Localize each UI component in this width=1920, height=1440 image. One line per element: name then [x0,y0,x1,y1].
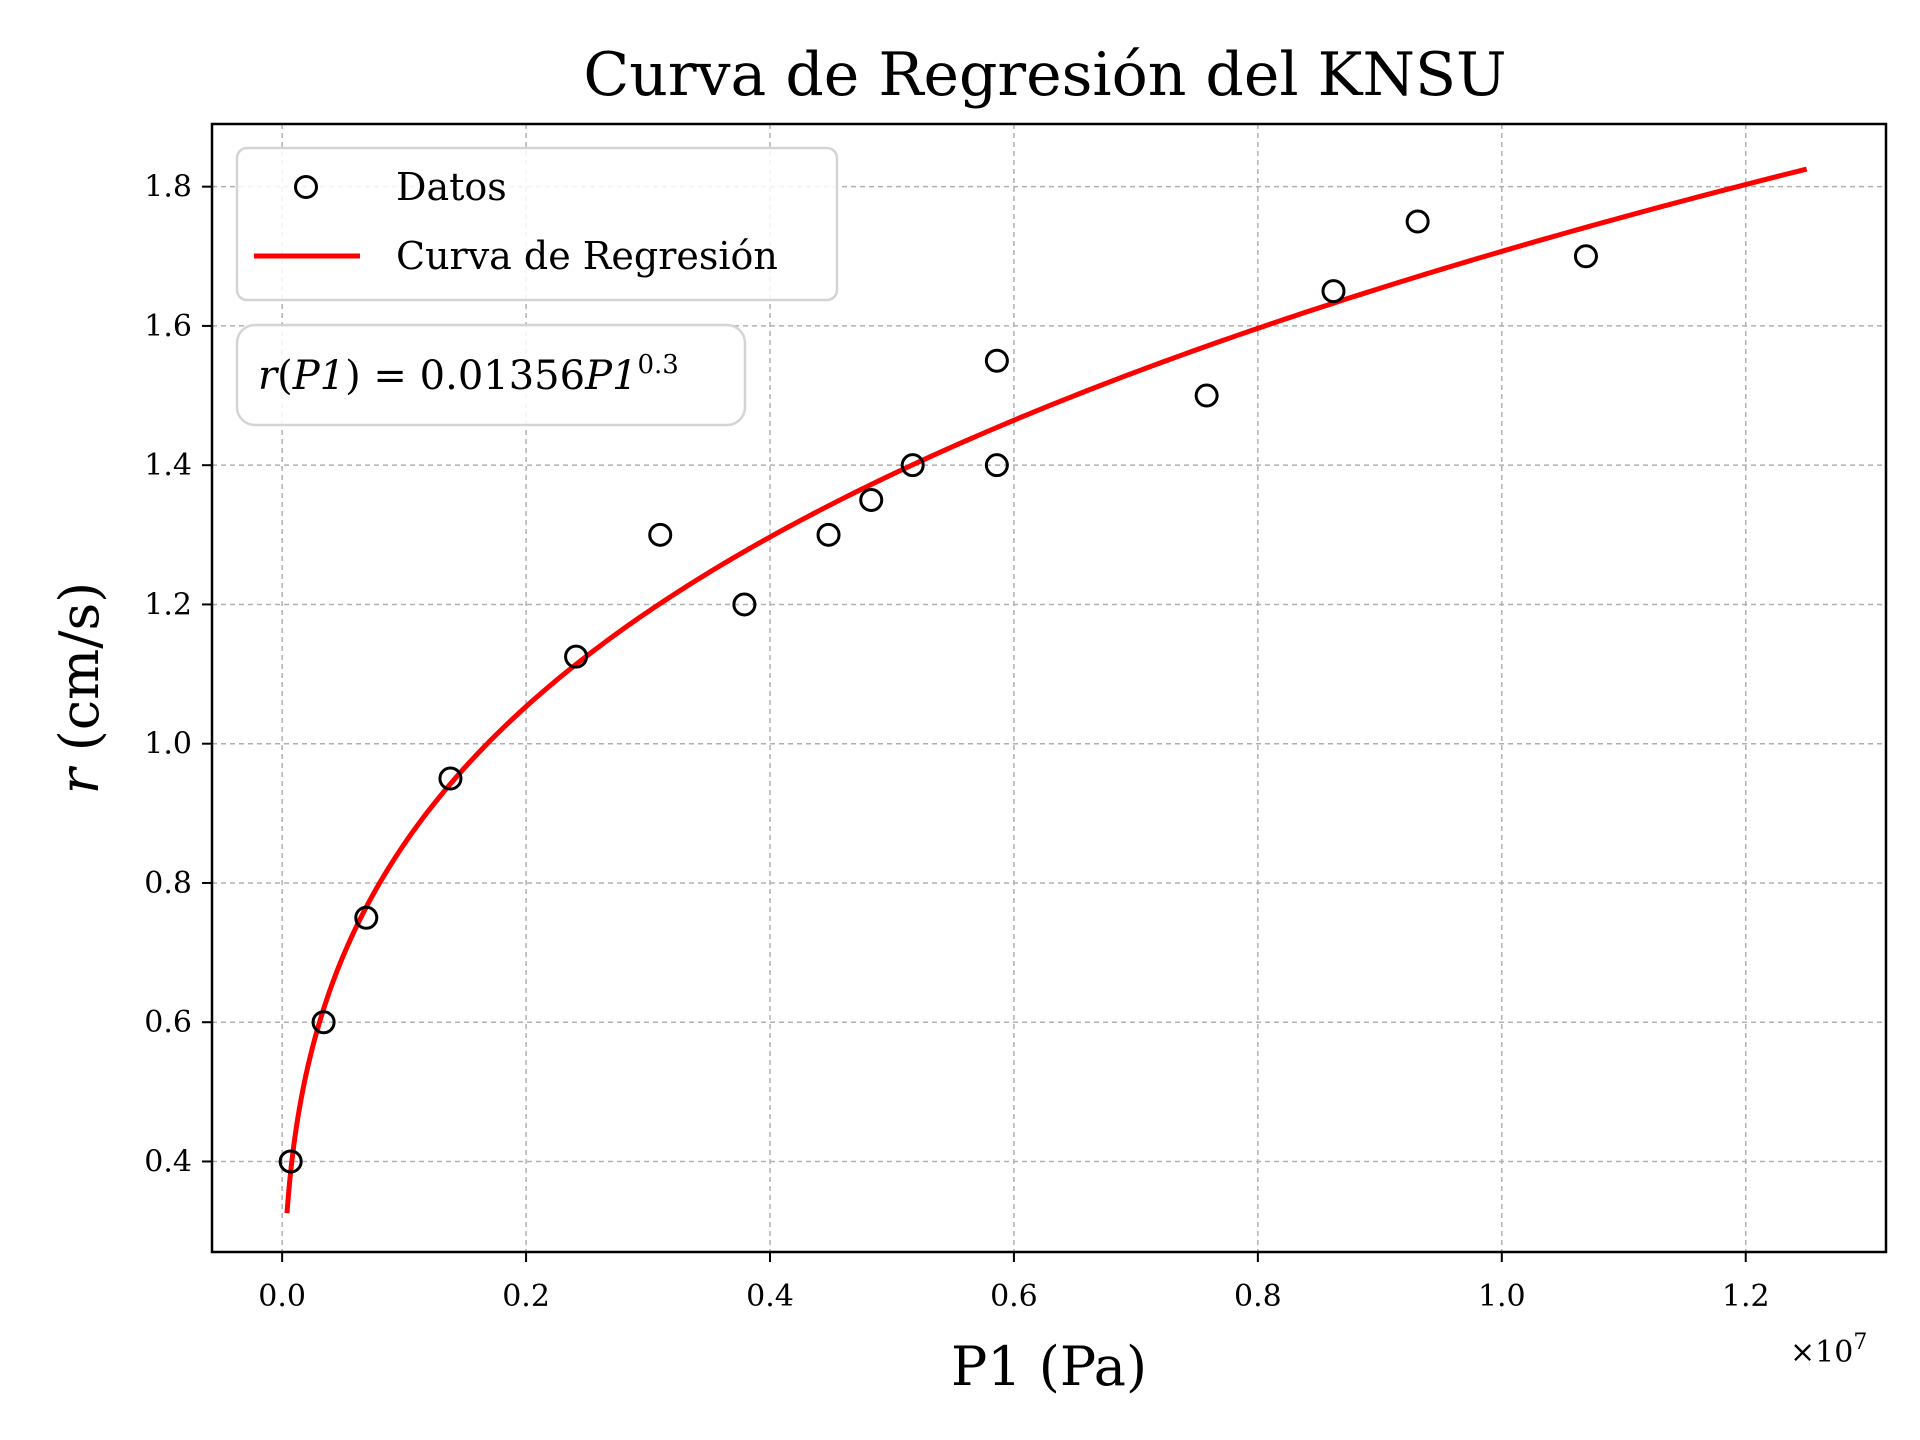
data-point [984,453,1009,478]
data-point [984,348,1009,373]
x-multiplier-exp: 7 [1853,1330,1867,1355]
data-point [438,766,463,791]
formula-exp: 0.3 [637,350,678,380]
formula-lhs: r [258,353,280,399]
data-point [816,522,841,547]
y-tick-label: 0.4 [144,1144,192,1179]
legend: Datos Curva de Regresión [235,146,839,302]
formula-var-2: P1 [584,353,637,399]
y-axis-symbol: r [48,765,111,794]
data-point [648,522,673,547]
data-point [564,644,589,669]
data-point [278,1149,303,1174]
y-tick-label: 1.4 [144,448,192,483]
formula-box [235,323,747,427]
y-tick-label: 1.2 [144,587,192,622]
data-point [1573,244,1598,269]
regression-curve [284,166,1808,1214]
formula-eq: = 0.01356 [361,353,585,399]
data-point [1405,209,1430,234]
y-axis-label-group: r (cm/s) [48,582,111,795]
data-point [354,905,379,930]
formula-var-1: P1 [292,353,345,399]
data-points [278,209,1598,1174]
x-tick-label: 0.4 [746,1279,794,1314]
y-tick-label: 1.6 [144,309,192,344]
y-tick-label: 1.8 [144,170,192,205]
x-tick-label: 0.8 [1234,1279,1282,1314]
x-tick-label: 0.0 [258,1279,306,1314]
formula-annotation: r(P1) = 0.01356P10.3 [235,323,747,427]
x-tick-label: 1.0 [1478,1279,1526,1314]
y-axis-unit: (cm/s) [48,582,111,752]
x-tick-label: 0.6 [990,1279,1038,1314]
axis-ticks: 0.0 0.2 0.4 0.6 0.8 1.0 1.2 0.4 0.6 0.8 1.0 1.2 1.4 1… [144,170,1769,1314]
data-point [900,453,925,478]
legend-label-datos: Datos [396,165,507,209]
data-point [1321,279,1346,304]
y-axis-label: r (cm/s) [48,582,111,795]
data-point [732,592,757,617]
regression-layer [284,166,1808,1214]
x-tick-label: 1.2 [1722,1279,1770,1314]
x-axis-multiplier: ×107 [1790,1330,1867,1370]
legend-label-regresion: Curva de Regresión [396,234,778,278]
chart-title: Curva de Regresión del KNSU [583,40,1506,110]
legend-box [235,146,839,302]
formula-text: r(P1) = 0.01356P10.3 [258,350,679,399]
legend-marker-datos [294,175,318,199]
y-tick-label: 0.8 [144,866,192,901]
data-point [311,1010,336,1035]
y-tick-label: 1.0 [144,727,192,762]
plot-frame [210,122,1888,1254]
x-multiplier-base: ×10 [1790,1335,1853,1370]
y-tick-label: 0.6 [144,1005,192,1040]
x-axis-label: P1 (Pa) [951,1335,1147,1398]
data-point [859,488,884,512]
data-point [1194,383,1219,408]
x-tick-label: 0.2 [502,1279,550,1314]
